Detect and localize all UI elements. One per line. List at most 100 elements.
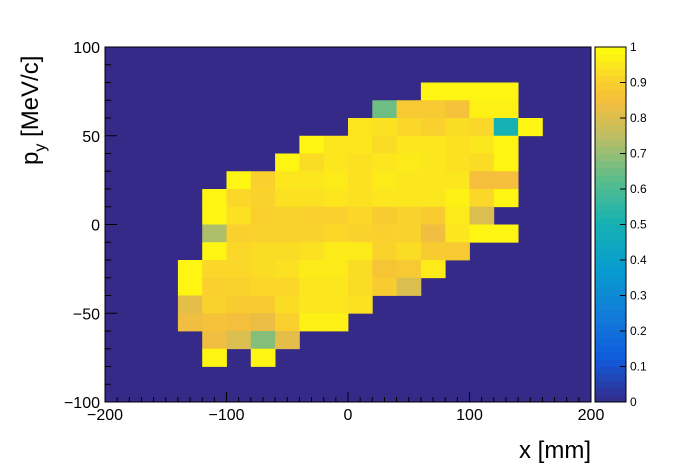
colorbar-segment bbox=[595, 274, 626, 282]
heatmap-cell bbox=[372, 118, 397, 137]
heatmap-cell bbox=[420, 242, 446, 261]
heatmap-cell bbox=[275, 153, 300, 172]
heatmap-cell bbox=[299, 135, 325, 154]
heatmap-cell bbox=[469, 224, 495, 243]
heatmap-cell bbox=[372, 100, 397, 119]
colorbar-segment bbox=[595, 167, 626, 176]
colorbar-segment bbox=[595, 338, 626, 346]
colorbar-segment bbox=[595, 54, 626, 62]
heatmap-cell bbox=[396, 277, 422, 296]
heatmap-cell bbox=[372, 206, 397, 225]
colorbar-segment bbox=[595, 146, 626, 154]
heatmap-cell bbox=[518, 118, 543, 137]
heatmap-cell bbox=[420, 171, 446, 190]
heatmap-cell bbox=[420, 206, 446, 225]
heatmap-cell bbox=[493, 82, 519, 101]
heatmap-cell bbox=[348, 135, 373, 154]
heatmap-cell bbox=[275, 189, 300, 208]
heatmap-cell bbox=[469, 171, 495, 190]
heatmap-cell bbox=[396, 171, 422, 190]
heatmap-cell bbox=[445, 224, 470, 243]
colorbar-segment bbox=[595, 252, 626, 261]
heatmap-cell bbox=[250, 171, 276, 190]
heatmap-cell bbox=[323, 295, 349, 314]
colorbar-segment bbox=[595, 302, 626, 311]
y-tick-label: −50 bbox=[73, 306, 100, 323]
heatmap-cell bbox=[202, 224, 227, 243]
heatmap-cell bbox=[202, 189, 227, 208]
heatmap-cell bbox=[202, 295, 227, 314]
heatmap-cell bbox=[226, 171, 252, 190]
colorbar-segment bbox=[595, 153, 626, 162]
heatmap-cell bbox=[348, 171, 373, 190]
heatmap-cell bbox=[493, 224, 519, 243]
colorbar-tick-label: 0.9 bbox=[630, 76, 647, 90]
heatmap-cell bbox=[323, 135, 349, 154]
heatmap-cell bbox=[469, 82, 495, 101]
heatmap-cell bbox=[396, 224, 422, 243]
heatmap-cell bbox=[226, 277, 252, 296]
colorbar-segment bbox=[595, 61, 626, 69]
colorbar-segment bbox=[595, 394, 626, 403]
heatmap-cell bbox=[445, 135, 470, 154]
colorbar-segment bbox=[595, 75, 626, 83]
heatmap-cell bbox=[299, 295, 325, 314]
heatmap-cell bbox=[420, 189, 446, 208]
colorbar-segment bbox=[595, 224, 626, 233]
heatmap-cell bbox=[250, 189, 276, 208]
x-tick-label: 100 bbox=[456, 407, 483, 424]
heatmap-cell bbox=[396, 260, 422, 279]
colorbar-tick-label: 0.1 bbox=[630, 360, 647, 374]
colorbar-segment bbox=[595, 245, 626, 254]
heatmap-cell bbox=[445, 242, 470, 261]
colorbar-segment bbox=[595, 160, 626, 169]
y-axis-title: py [MeV/c] bbox=[17, 56, 49, 165]
heatmap-cell bbox=[299, 206, 325, 225]
colorbar-segment bbox=[595, 110, 626, 119]
heatmap-cell bbox=[396, 189, 422, 208]
heatmap-cell bbox=[323, 313, 349, 332]
x-tick-label: −100 bbox=[208, 407, 244, 424]
heatmap-cell bbox=[275, 277, 300, 296]
heatmap-cell bbox=[226, 206, 252, 225]
heatmap-cell bbox=[445, 100, 470, 119]
colorbar-tick-label: 0.7 bbox=[630, 147, 647, 161]
colorbar-segment bbox=[595, 345, 626, 353]
heatmap-cell bbox=[323, 171, 349, 190]
heatmap-cell bbox=[469, 153, 495, 172]
heatmap-cell bbox=[493, 153, 519, 172]
x-tick-label: 0 bbox=[344, 407, 353, 424]
heatmap-cell bbox=[396, 100, 422, 119]
colorbar-segment bbox=[595, 210, 626, 218]
colorbar-segment bbox=[595, 387, 626, 396]
heatmap-cell bbox=[493, 118, 519, 137]
colorbar-segment bbox=[595, 316, 626, 325]
heatmap-cell bbox=[275, 206, 300, 225]
heatmap-cell bbox=[323, 153, 349, 172]
heatmap-cell bbox=[226, 189, 252, 208]
heatmap-cell bbox=[420, 135, 446, 154]
heatmap-cell bbox=[348, 118, 373, 137]
heatmap-cell bbox=[323, 277, 349, 296]
y-tick-label: −100 bbox=[64, 395, 100, 412]
heatmap-cell bbox=[299, 277, 325, 296]
x-tick-label: 200 bbox=[578, 407, 605, 424]
heatmap-cell bbox=[420, 153, 446, 172]
colorbar-segment bbox=[595, 174, 626, 183]
heatmap-cells bbox=[105, 47, 591, 402]
y-axis-title-rest: [MeV/c] bbox=[17, 56, 44, 144]
heatmap-cell bbox=[177, 277, 203, 296]
heatmap-cell bbox=[372, 260, 397, 279]
heatmap-cell bbox=[250, 260, 276, 279]
y-tick-label: 0 bbox=[91, 218, 100, 235]
heatmap-cell bbox=[445, 206, 470, 225]
heatmap-cell bbox=[420, 118, 446, 137]
heatmap-cell bbox=[445, 82, 470, 101]
heatmap-cell bbox=[202, 331, 227, 350]
colorbar-segment bbox=[595, 309, 626, 318]
heatmap-cell bbox=[250, 242, 276, 261]
heatmap-cell bbox=[372, 153, 397, 172]
heatmap-cell bbox=[372, 135, 397, 154]
y-axis-title-sub: y bbox=[32, 144, 49, 152]
